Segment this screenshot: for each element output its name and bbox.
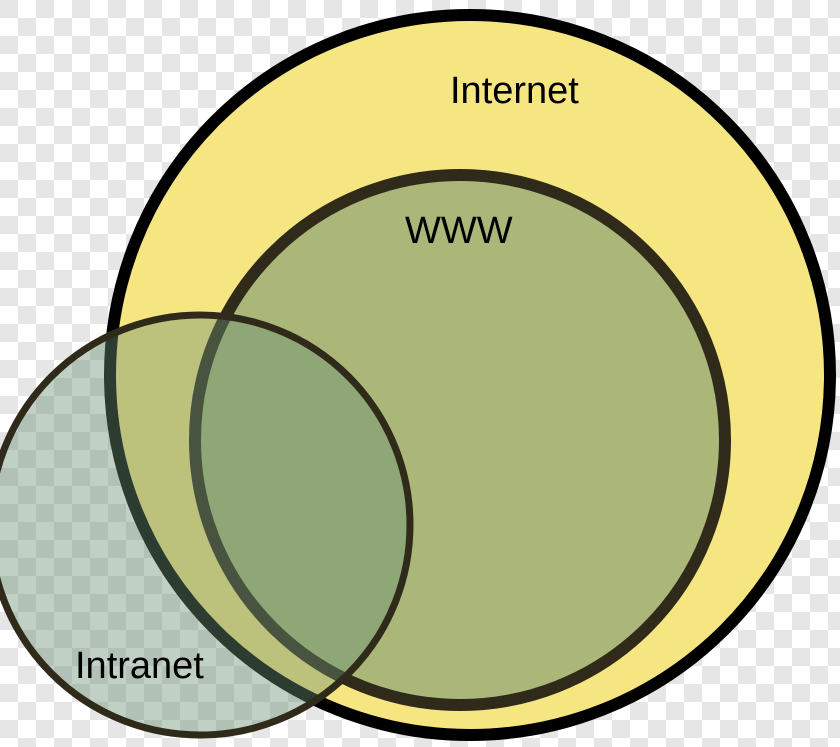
intranet-circle — [0, 315, 410, 735]
internet-label: Internet — [450, 70, 579, 113]
venn-svg — [0, 0, 840, 747]
www-label: WWW — [405, 210, 513, 253]
intranet-label: Intranet — [75, 645, 204, 688]
venn-diagram: Internet WWW Intranet — [0, 0, 840, 747]
